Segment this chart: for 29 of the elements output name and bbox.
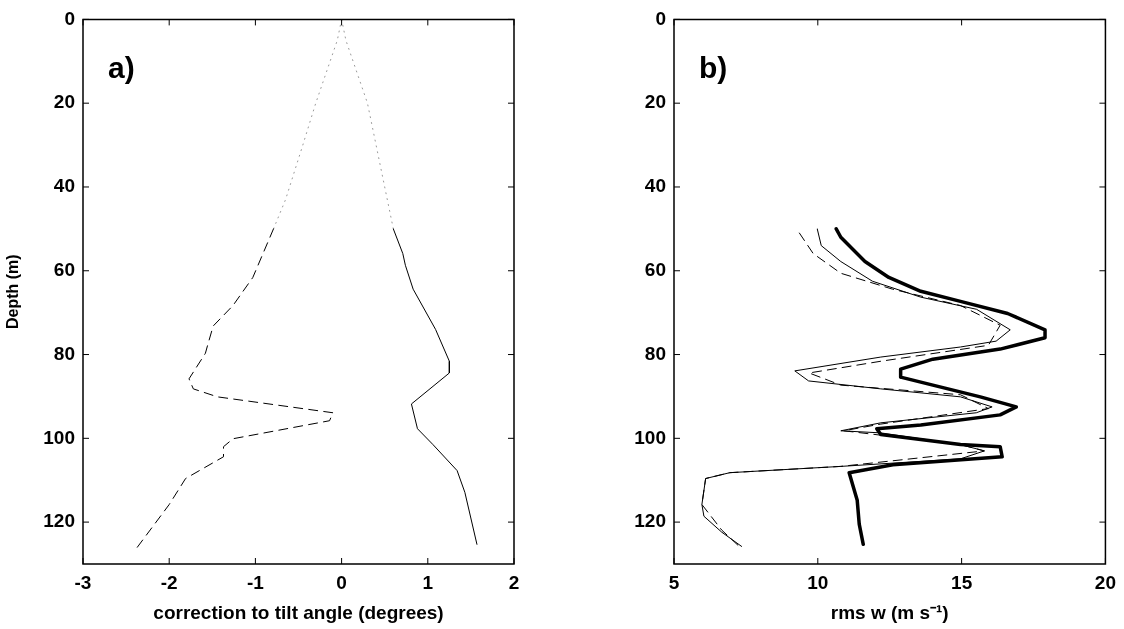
x-axis-title: correction to tilt angle (degrees) [153,601,444,623]
y-axis-title: Depth (m) [4,254,22,330]
y-tick-label: 0 [655,7,666,29]
x-tick-label: 5 [668,571,680,593]
y-tick-label: 40 [53,175,75,197]
x-tick-label: 10 [807,571,829,593]
x-tick-label: 0 [336,571,347,593]
y-tick-label: 0 [64,7,75,29]
y-tick-label: 120 [634,510,666,532]
x-tick-label: 15 [951,571,973,593]
x-tick-label: -3 [74,571,92,593]
y-tick-label: 80 [644,342,666,364]
x-tick-label: 2 [508,571,520,593]
y-tick-label: 40 [644,175,666,197]
y-tick-label: 20 [53,91,75,113]
x-tick-label: 1 [422,571,434,593]
x-tick-label: 20 [1094,571,1116,593]
y-tick-label: 80 [53,342,75,364]
y-tick-label: 60 [53,258,75,280]
y-tick-label: 100 [634,426,666,448]
x-tick-label: -2 [160,571,178,593]
y-tick-label: 120 [43,510,75,532]
annotation: b) [699,50,728,84]
x-axis-title: rms w (m s⁻¹) [830,601,949,623]
y-tick-label: 60 [644,258,666,280]
y-tick-label: 20 [644,91,666,113]
y-tick-label: 100 [43,426,75,448]
annotation: a) [108,50,135,84]
x-tick-label: -1 [246,571,265,593]
